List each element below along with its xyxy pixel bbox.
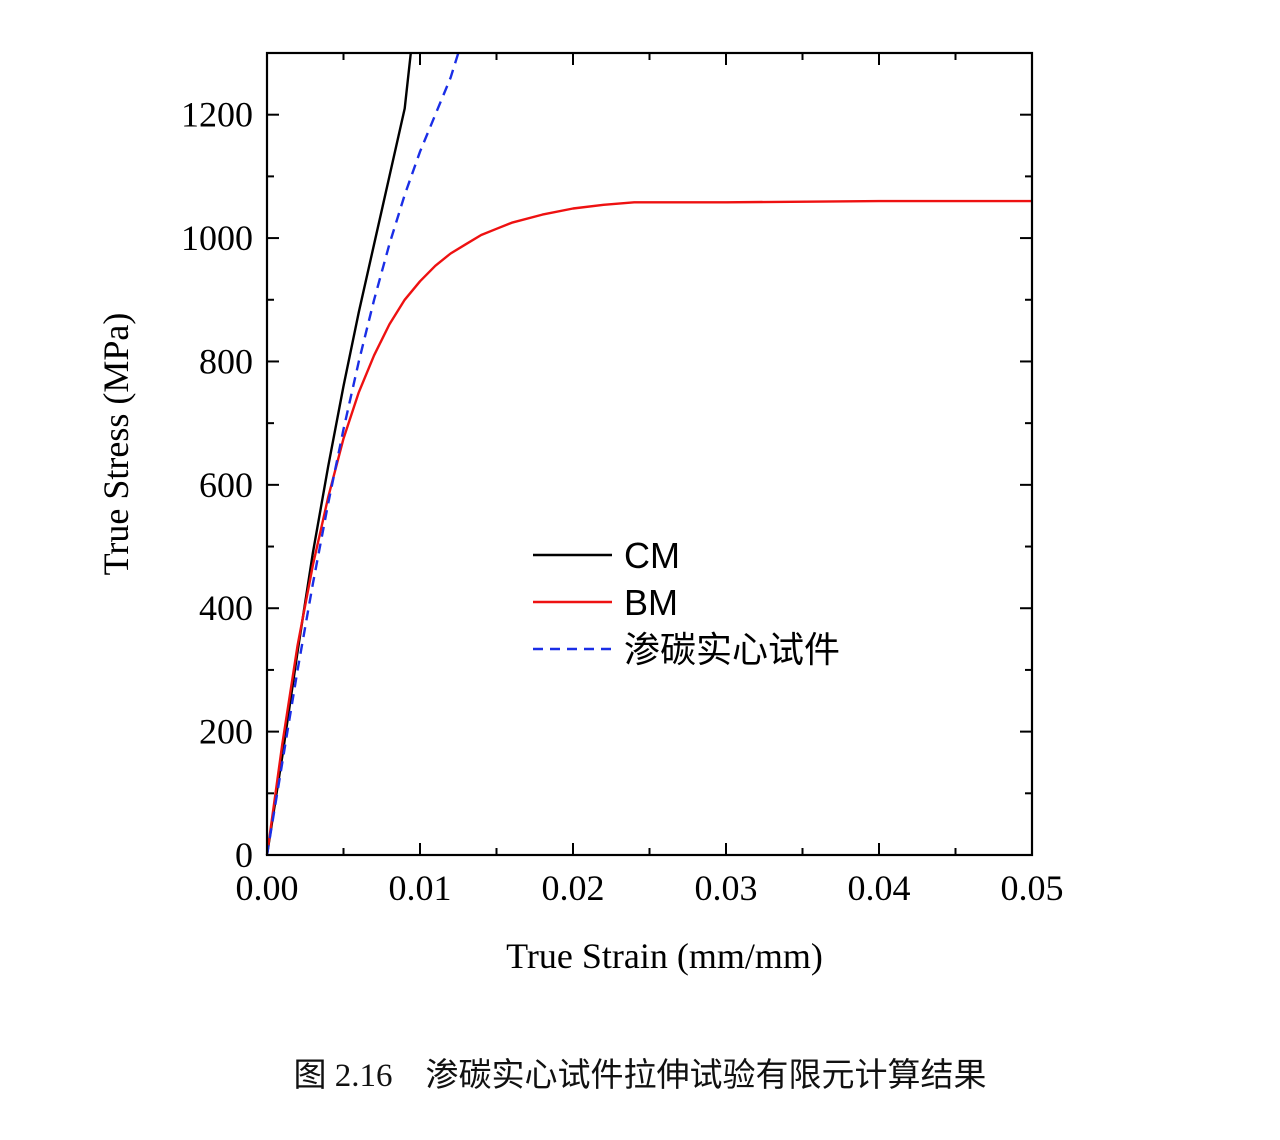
y-tick-label: 800 <box>199 341 253 381</box>
figure-caption: 图 2.16 渗碳实心试件拉伸试验有限元计算结果 <box>293 1058 987 1094</box>
x-tick-label: 0.00 <box>236 868 299 908</box>
x-minor-ticks <box>342 53 957 855</box>
legend: CM BM 渗碳实心试件 <box>533 535 840 670</box>
x-tick-label: 0.04 <box>848 868 911 908</box>
axis-ticks <box>266 53 1033 856</box>
y-tick-label: 600 <box>199 465 253 505</box>
series-layer <box>265 52 1032 856</box>
y-tick-label: 0 <box>235 835 253 875</box>
y-tick-label: 1200 <box>181 95 253 135</box>
y-tick-label: 1000 <box>181 218 253 258</box>
x-tick-label: 0.05 <box>1001 868 1064 908</box>
tick-labels: 0.00 0.01 0.02 0.03 0.04 0.05 0 200 400 600 800 100… <box>181 95 1064 908</box>
y-minor-ticks <box>267 175 1032 795</box>
legend-label: BM <box>624 582 678 623</box>
legend-label: 渗碳实心试件 <box>624 629 840 670</box>
y-axis-label: True Stress (MPa) <box>96 313 136 576</box>
x-tick-label: 0.03 <box>695 868 758 908</box>
series-line-3 <box>265 52 460 856</box>
x-axis-label: True Strain (mm/mm) <box>506 936 823 976</box>
legend-label: CM <box>624 535 680 576</box>
series-line-1 <box>265 52 412 856</box>
y-tick-label: 200 <box>199 712 253 752</box>
series-line-2 <box>265 199 1032 856</box>
x-tick-label: 0.01 <box>389 868 452 908</box>
x-tick-label: 0.02 <box>542 868 605 908</box>
plot-frame <box>265 51 1034 857</box>
y-tick-label: 400 <box>199 588 253 628</box>
